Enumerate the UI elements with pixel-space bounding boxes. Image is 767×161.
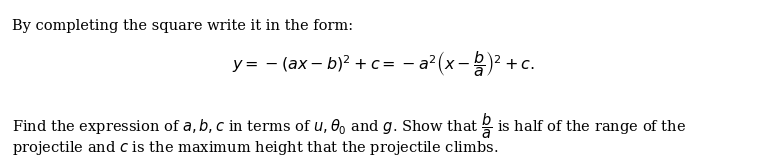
Text: $y = -(ax-b)^2 + c = -a^2\left(x - \dfrac{b}{a}\right)^2 + c.$: $y = -(ax-b)^2 + c = -a^2\left(x - \dfra… [232,49,535,79]
Text: By completing the square write it in the form:: By completing the square write it in the… [12,19,353,33]
Text: projectile and $c$ is the maximum height that the projectile climbs.: projectile and $c$ is the maximum height… [12,139,499,157]
Text: Find the expression of $a, b, c$ in terms of $u, \theta_0$ and $g$. Show that $\: Find the expression of $a, b, c$ in term… [12,111,686,141]
